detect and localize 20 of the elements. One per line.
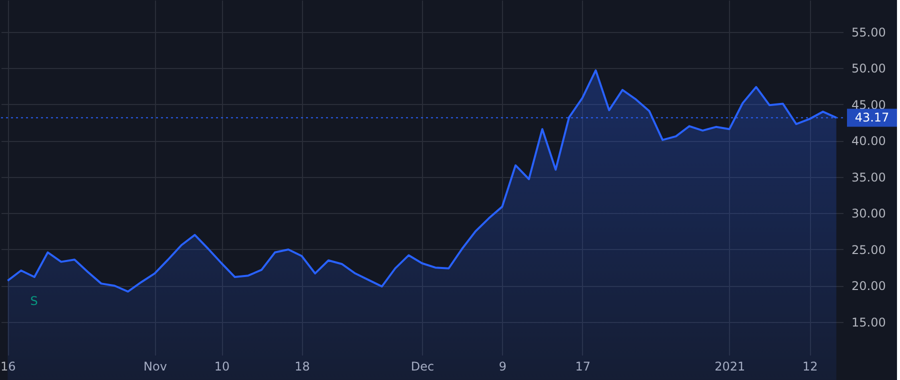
x-tick-label: 12 bbox=[802, 360, 818, 374]
x-tick-label: 9 bbox=[498, 360, 507, 374]
y-tick-label: 40.00 bbox=[852, 134, 886, 148]
y-tick-label: 55.00 bbox=[852, 25, 886, 40]
x-tick-label: 10 bbox=[214, 360, 230, 374]
y-tick-label: 20.00 bbox=[852, 279, 886, 294]
y-tick-label: 50.00 bbox=[852, 62, 886, 76]
y-tick-label: 30.00 bbox=[852, 206, 886, 221]
x-tick-label: 2021 bbox=[714, 360, 746, 374]
x-tick-label: Dec bbox=[410, 360, 434, 374]
ref-line-label: 43.17 bbox=[854, 110, 890, 125]
x-tick-label: 16 bbox=[0, 360, 16, 374]
x-tick-label: 17 bbox=[575, 360, 591, 374]
y-tick-label: 35.00 bbox=[852, 170, 886, 184]
annotation: S bbox=[30, 294, 38, 308]
x-tick-label: 18 bbox=[294, 360, 310, 374]
y-tick-label: 15.00 bbox=[852, 316, 886, 330]
y-tick-label: 25.00 bbox=[852, 242, 886, 257]
y-tick-label: 45.00 bbox=[852, 98, 886, 112]
x-tick-label: Nov bbox=[143, 360, 167, 374]
